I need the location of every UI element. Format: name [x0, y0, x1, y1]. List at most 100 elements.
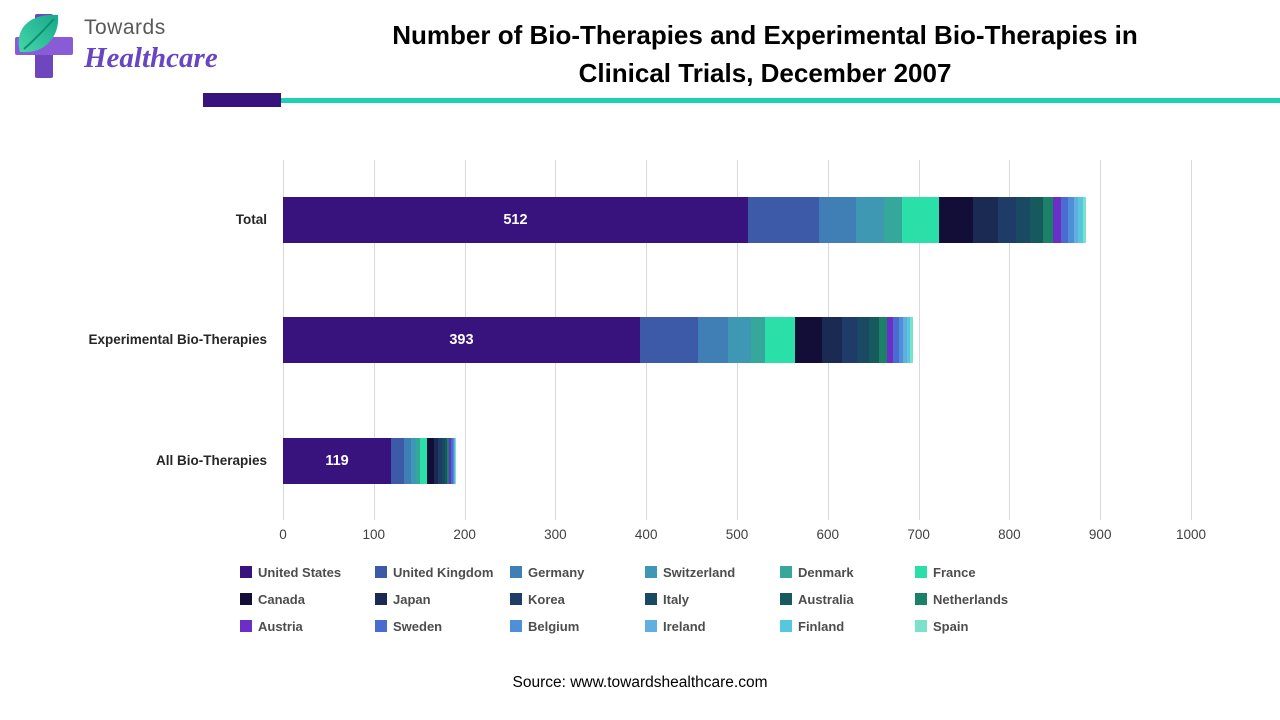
- bar-value-label: 512: [503, 212, 528, 228]
- bar-segment-finland: [1078, 197, 1083, 243]
- legend-label: Austria: [258, 618, 303, 634]
- bar-segment-japan: [973, 197, 998, 243]
- legend-swatch-canada: [240, 593, 252, 605]
- bar-segment-france: [902, 197, 940, 243]
- bar-segment-ireland: [1073, 197, 1079, 243]
- x-tick-label: 900: [1088, 527, 1112, 542]
- bar-segment-germany: [818, 197, 856, 243]
- x-axis-ticks: 0 100 200 300 400 500 600 700 800 900 1000: [279, 527, 1206, 545]
- bar-segment-australia: [868, 317, 879, 363]
- x-tick-label: 1000: [1175, 527, 1207, 542]
- bar-segment-france: [765, 317, 796, 363]
- x-tick-label: 800: [998, 527, 1021, 542]
- bar-segment-spain: [1082, 197, 1087, 243]
- plot-area: 512 393 119: [283, 160, 1192, 520]
- healthcare-cross-leaf-icon: [15, 14, 73, 78]
- bar-segment-united-states: 119: [283, 438, 392, 484]
- legend-item-korea: Korea: [510, 589, 645, 609]
- bar-segment-austria: [449, 438, 451, 484]
- legend-item-italy: Italy: [645, 589, 780, 609]
- gridline: [1100, 160, 1102, 520]
- legend-swatch-belgium: [510, 620, 522, 632]
- bar-segment-netherlands: [447, 438, 450, 484]
- title-line-1: Number of Bio-Therapies and Experimental…: [392, 20, 1138, 50]
- bar-segment-united-kingdom: [391, 438, 404, 484]
- bar-segment-denmark: [884, 197, 903, 243]
- legend-swatch-australia: [780, 593, 792, 605]
- legend-swatch-finland: [780, 620, 792, 632]
- logo-wordmark: Towards Healthcare: [84, 16, 218, 74]
- legend-item-austria: Austria: [240, 616, 375, 636]
- bar-segment-belgium: [452, 438, 454, 484]
- bar-segment-united-kingdom: [639, 317, 698, 363]
- gridline: [918, 160, 920, 520]
- bar-segment-belgium: [898, 317, 904, 363]
- bar-segment-united-states: 512: [283, 197, 748, 243]
- bar-segment-finland: [906, 317, 911, 363]
- bar-segment-netherlands: [1042, 197, 1053, 243]
- chart-legend: United States United Kingdom Germany Switze…: [240, 562, 1050, 636]
- legend-item-ireland: Ireland: [645, 616, 780, 636]
- bar-segment-japan: [433, 438, 439, 484]
- bar-segment-switzerland: [727, 317, 751, 363]
- legend-swatch-ireland: [645, 620, 657, 632]
- legend-label: Canada: [258, 591, 305, 607]
- x-tick-label: 0: [279, 527, 287, 542]
- bar-segment-austria: [1052, 197, 1062, 243]
- bar-segment-netherlands: [878, 317, 887, 363]
- bar-segment-denmark: [416, 438, 421, 484]
- legend-label: Germany: [528, 564, 585, 580]
- x-tick-label: 500: [725, 527, 749, 542]
- bar-segment-germany: [403, 438, 411, 484]
- legend-label: Sweden: [393, 618, 443, 634]
- bar-segment-ireland: [903, 317, 907, 363]
- bar-segment-canada: [795, 317, 823, 363]
- legend-label: Australia: [798, 591, 854, 607]
- bar-segment-finland: [454, 438, 456, 484]
- legend-item-united-states: United States: [240, 562, 375, 582]
- x-tick-label: 700: [907, 527, 930, 542]
- legend-swatch-switzerland: [645, 566, 657, 578]
- legend-label: France: [933, 564, 976, 580]
- legend-swatch-united-states: [240, 566, 252, 578]
- legend-swatch-united-kingdom: [375, 566, 387, 578]
- legend-swatch-italy: [645, 593, 657, 605]
- legend-label: Denmark: [798, 564, 854, 580]
- page-title: Number of Bio-Therapies and Experimental…: [290, 16, 1240, 92]
- x-tick-label: 600: [816, 527, 840, 542]
- bar-segment-switzerland: [855, 197, 885, 243]
- bar-segment-italy: [856, 317, 869, 363]
- bar-segment-sweden: [893, 317, 899, 363]
- bar-segment-japan: [822, 317, 843, 363]
- bar-segment-canada: [427, 438, 434, 484]
- legend-label: Spain: [933, 618, 969, 634]
- legend-swatch-korea: [510, 593, 522, 605]
- bar-segment-spain: [910, 317, 913, 363]
- x-tick-label: 100: [362, 527, 386, 542]
- bar-segment-canada: [939, 197, 974, 243]
- legend-label: Japan: [393, 591, 431, 607]
- bar-value-label: 119: [325, 453, 349, 469]
- category-label-all-bio-therapies: All Bio-Therapies: [155, 453, 267, 468]
- bar-segment-spain: [455, 438, 457, 484]
- legend-item-spain: Spain: [915, 616, 1050, 636]
- bar-total: 512: [283, 197, 1087, 243]
- legend-item-united-kingdom: United Kingdom: [375, 562, 510, 582]
- bar-segment-united-kingdom: [747, 197, 819, 243]
- bar-value-label: 393: [449, 332, 474, 348]
- x-tick-label: 200: [453, 527, 476, 542]
- legend-swatch-austria: [240, 620, 252, 632]
- legend-item-sweden: Sweden: [375, 616, 510, 636]
- legend-item-canada: Canada: [240, 589, 375, 609]
- legend-label: Netherlands: [933, 591, 1009, 607]
- legend-item-netherlands: Netherlands: [915, 589, 1050, 609]
- category-label-experimental-bio-therapies: Experimental Bio-Therapies: [88, 332, 267, 347]
- source-text: Source: www.towardshealthcare.com: [512, 674, 768, 691]
- divider-purple-block: [203, 93, 281, 107]
- x-tick-label: 400: [634, 527, 658, 542]
- legend-swatch-japan: [375, 593, 387, 605]
- logo-word-healthcare: Healthcare: [84, 42, 218, 74]
- legend-item-belgium: Belgium: [510, 616, 645, 636]
- divider-teal-line: [281, 98, 1280, 103]
